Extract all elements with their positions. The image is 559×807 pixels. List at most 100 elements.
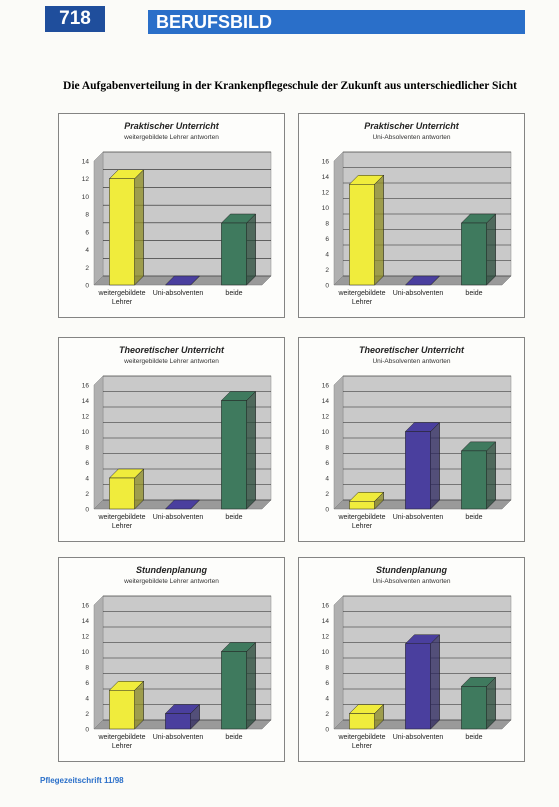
bar-side [134,169,144,286]
bar [461,450,487,510]
chart-panel: Theoretischer Unterricht Uni-Absolventen … [298,337,525,542]
y-tick-label: 10 [322,429,330,436]
y-tick-label: 8 [85,212,89,219]
side-wall [333,375,344,510]
bar-side [430,421,440,510]
y-tick-label: 10 [82,429,90,436]
y-tick-label: 12 [82,176,90,183]
x-tick-label: beide [465,514,483,521]
y-tick-label: 6 [85,680,89,687]
y-tick-label: 16 [322,159,330,166]
y-tick-label: 4 [85,476,89,483]
bar [109,178,135,286]
y-tick-label: 8 [85,665,89,672]
bar-side [430,634,440,730]
y-tick-label: 14 [82,618,90,625]
y-tick-label: 10 [82,194,90,201]
x-tick-label: weitergebildete Lehrer [338,734,386,750]
x-tick-label: beide [465,734,483,741]
bar [221,400,247,510]
chart-title: Praktischer Unterricht [364,121,460,131]
x-tick-label: weitergebildete Lehrer [338,290,386,306]
chart-panel: Stundenplanung Uni-Absolventen antworten 0… [298,557,525,762]
chart-title: Stundenplanung [136,565,207,575]
chart-subtitle: weitergebildete Lehrer antworten [123,358,219,365]
bar [349,184,375,286]
y-tick-label: 16 [82,383,90,390]
y-tick-label: 10 [82,649,90,656]
y-tick-label: 6 [85,460,89,467]
bar [405,431,431,510]
y-tick-label: 16 [82,603,90,610]
y-tick-label: 2 [85,711,89,718]
x-tick-label: Uni-absolventen [392,514,444,521]
bar-side [246,390,256,510]
y-tick-label: 0 [325,283,329,290]
footer: Pflegezeitschrift 11/98 [40,776,124,785]
bar [109,690,135,730]
x-tick-label: beide [225,734,243,741]
bar-side [246,641,256,730]
y-tick-label: 10 [322,205,330,212]
bar-side [246,213,256,286]
y-tick-label: 0 [85,283,89,290]
y-tick-label: 14 [322,174,330,181]
chart-panel: Stundenplanung weitergebildete Lehrer ant… [58,557,285,762]
bar-top [404,275,441,286]
y-tick-label: 8 [325,221,329,228]
side-wall [333,595,344,730]
bar [349,501,375,510]
y-tick-label: 12 [322,190,330,197]
x-tick-label: Uni-absolventen [392,290,444,297]
y-tick-label: 4 [85,696,89,703]
y-tick-label: 0 [85,507,89,514]
y-tick-label: 0 [325,727,329,734]
bar-top [164,499,201,510]
x-tick-label: Uni-absolventen [152,514,204,521]
page-number: 718 [45,6,105,32]
side-wall [93,595,104,730]
y-tick-label: 14 [322,398,330,405]
chart-panel: Praktischer Unterricht Uni-Absolventen an… [298,113,525,318]
main-title: Die Aufgabenverteilung in der Krankenpfl… [63,80,517,92]
y-tick-label: 12 [82,414,90,421]
y-tick-label: 4 [325,252,329,259]
bar-side [374,174,384,286]
chart-subtitle: Uni-Absolventen antworten [372,134,450,141]
chart-title: Theoretischer Unterricht [359,345,465,355]
y-tick-label: 12 [82,634,90,641]
y-tick-label: 16 [322,383,330,390]
y-tick-label: 4 [325,476,329,483]
y-tick-label: 2 [325,711,329,718]
y-tick-label: 14 [82,159,90,166]
y-tick-label: 12 [322,414,330,421]
bar-side [486,441,496,510]
bar-top [164,275,201,286]
x-tick-label: weitergebildete Lehrer [98,514,146,530]
bar-side [486,213,496,286]
bar [165,713,191,730]
chart-title: Theoretischer Unterricht [119,345,225,355]
x-tick-label: Uni-absolventen [392,734,444,741]
y-tick-label: 8 [325,445,329,452]
y-tick-label: 6 [85,229,89,236]
x-tick-label: beide [225,290,243,297]
x-tick-label: beide [225,514,243,521]
y-tick-label: 8 [325,665,329,672]
bar [349,713,375,730]
x-tick-label: weitergebildete Lehrer [338,514,386,530]
x-tick-label: beide [465,290,483,297]
chart-subtitle: weitergebildete Lehrer antworten [123,578,219,585]
bar [405,643,431,730]
side-wall [93,375,104,510]
bar [109,477,135,510]
y-tick-label: 2 [325,267,329,274]
section-title: BERUFSBILD [148,10,525,34]
y-tick-label: 2 [325,491,329,498]
side-wall [333,151,344,286]
y-tick-label: 6 [325,680,329,687]
y-tick-label: 16 [322,603,330,610]
x-tick-label: Uni-absolventen [152,734,204,741]
chart-title: Praktischer Unterricht [124,121,220,131]
